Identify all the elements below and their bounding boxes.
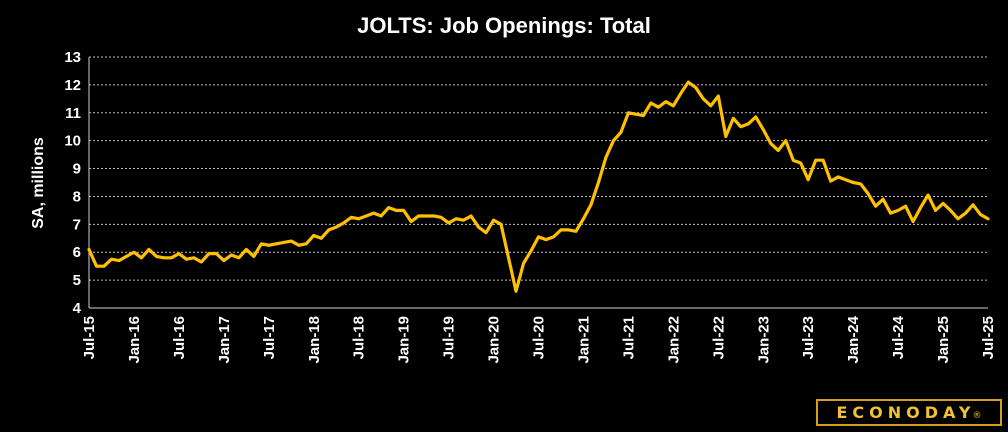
x-tick-label: Jan-24 — [845, 315, 862, 363]
y-tick-label: 9 — [73, 161, 81, 178]
x-tick-label: Jul-20 — [531, 316, 548, 359]
x-tick-label: Jan-18 — [306, 316, 323, 364]
x-tick-label: Jul-24 — [890, 315, 907, 359]
x-tick-label: Jan-21 — [575, 316, 592, 364]
x-tick-label: Jan-25 — [935, 316, 952, 364]
x-tick-label: Jul-19 — [441, 316, 458, 359]
y-tick-label: 4 — [73, 300, 82, 317]
y-tick-label: 6 — [73, 244, 81, 261]
y-axis-label: SA, millions — [30, 137, 47, 229]
x-tick-label: Jul-16 — [171, 316, 188, 359]
x-tick-label: Jul-25 — [980, 316, 997, 359]
x-tick-label: Jul-23 — [800, 316, 817, 359]
x-tick-label: Jul-21 — [620, 316, 637, 359]
y-tick-label: 12 — [64, 77, 81, 94]
x-tick-label: Jan-20 — [486, 316, 503, 364]
y-tick-label: 13 — [64, 49, 81, 66]
x-tick-label: Jan-16 — [126, 316, 143, 364]
y-tick-label: 7 — [73, 216, 81, 233]
y-tick-label: 5 — [73, 272, 81, 289]
x-tick-label: Jul-17 — [261, 316, 278, 359]
y-tick-label: 11 — [65, 105, 81, 122]
y-tick-label: 8 — [73, 188, 81, 205]
y-tick-label: 10 — [64, 133, 81, 150]
logo-text: ECONODAY — [836, 403, 976, 422]
y-axis-ticks: 4 5 6 7 8 9 10 11 12 13 — [64, 49, 81, 317]
series-line-job-openings — [87, 80, 990, 293]
econoday-logo: ECONODAY ® — [816, 399, 1002, 426]
x-tick-label: Jul-15 — [81, 316, 98, 359]
x-axis-ticks: Jul-15 Jan-16 Jul-16 Jan-17 Jul-17 Jan-18 Jul-… — [81, 315, 997, 363]
chart-title: JOLTS: Job Openings: Total — [357, 13, 651, 38]
x-tick-label: Jul-18 — [351, 316, 368, 359]
x-tick-label: Jan-23 — [755, 316, 772, 364]
gridlines — [89, 56, 988, 281]
registered-mark: ® — [972, 410, 982, 421]
x-tick-label: Jul-22 — [710, 316, 727, 359]
x-tick-label: Jan-17 — [216, 316, 233, 364]
x-tick-label: Jan-22 — [665, 316, 682, 364]
x-tick-label: Jan-19 — [396, 316, 413, 364]
